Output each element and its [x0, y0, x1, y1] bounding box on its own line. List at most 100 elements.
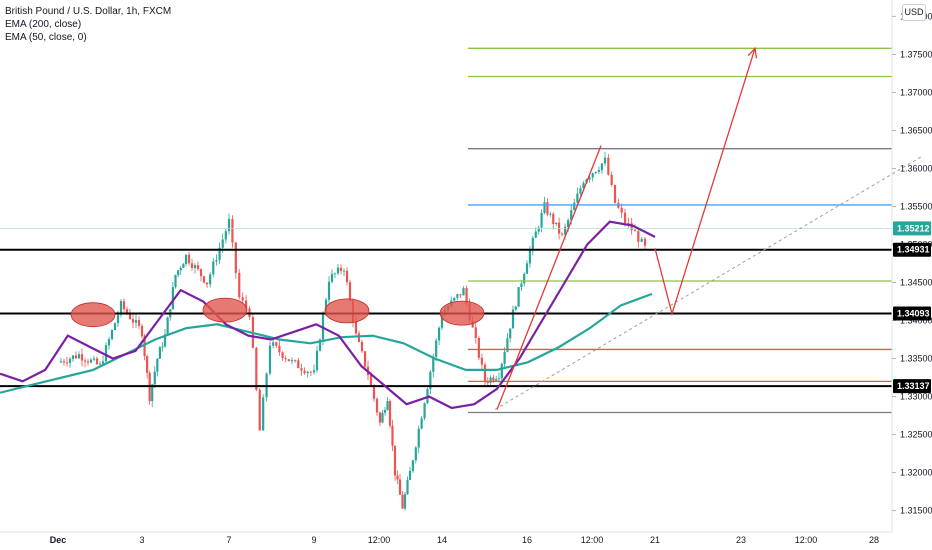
price-tick-label: 1.37000	[900, 87, 932, 97]
candle-body	[134, 320, 138, 323]
price-tick-label: 1.31500	[900, 506, 932, 516]
candle-body	[411, 460, 415, 471]
candle-body	[576, 193, 579, 203]
candle-body	[403, 494, 407, 509]
candle-body	[630, 223, 633, 231]
candle-body	[278, 345, 281, 353]
candle-body	[187, 254, 191, 264]
price-badge	[893, 242, 931, 257]
candle-body	[166, 317, 169, 335]
highlight-zone	[202, 297, 248, 323]
candle-body	[637, 231, 640, 242]
price-tick-label: 1.34000	[900, 316, 932, 326]
indicator-ema50[interactable]: EMA (50, close, 0)	[5, 32, 87, 43]
candle-body	[303, 370, 306, 374]
candle-body	[525, 263, 529, 274]
candle-body	[354, 321, 358, 334]
candle-body	[388, 401, 392, 426]
candle-body	[116, 314, 120, 324]
candle-body	[613, 184, 617, 203]
candle-body	[104, 345, 108, 362]
candle-body	[156, 358, 159, 372]
candle-body	[287, 359, 290, 362]
candle-body	[107, 339, 111, 346]
candle-body	[500, 363, 503, 379]
candle-body	[594, 171, 597, 174]
candle-body	[514, 306, 517, 310]
price-axis[interactable]: 1.380001.375001.370001.365001.360001.355…	[891, 0, 932, 532]
candle-body	[357, 333, 361, 342]
candle-body	[620, 207, 623, 213]
ema200-line	[0, 292, 653, 394]
candle-body	[161, 346, 164, 348]
candle-body	[408, 470, 412, 480]
candle-body	[360, 341, 364, 352]
highlight-zone	[324, 298, 370, 324]
currency-button[interactable]: USD	[902, 4, 926, 21]
candle-body	[202, 276, 206, 283]
candle-body	[383, 409, 387, 413]
candle-body	[244, 300, 248, 309]
candle-body	[386, 401, 389, 410]
candle-body	[563, 226, 567, 235]
price-tick-label: 1.32500	[900, 430, 932, 440]
candle-body	[71, 355, 75, 359]
price-badge-label: 1.35212	[897, 223, 930, 233]
candle-body	[432, 356, 435, 372]
candle-body	[570, 210, 573, 221]
candle-body	[591, 173, 594, 178]
price-badge-label: 1.34093	[897, 308, 930, 318]
candle-body	[633, 230, 637, 232]
indicator-ema200[interactable]: EMA (200, close)	[5, 19, 82, 30]
price-badge	[893, 221, 931, 236]
price-badge-label: 1.34931	[897, 245, 930, 255]
candle-body	[459, 294, 462, 296]
candle-body	[196, 265, 200, 270]
candle-body	[153, 371, 156, 385]
candle-body	[86, 361, 90, 363]
candle-body	[492, 377, 495, 381]
candle-body	[318, 339, 322, 351]
candle-body	[174, 274, 177, 288]
projection-arrow	[654, 48, 756, 317]
candle-body	[294, 360, 297, 361]
candle-body	[315, 350, 319, 371]
candle-body	[511, 309, 515, 329]
candle-body	[209, 274, 212, 285]
candle-body	[573, 202, 576, 211]
candle-body	[456, 294, 459, 298]
candle-body	[417, 428, 420, 448]
candle-body	[560, 233, 564, 235]
candle-body	[480, 357, 484, 365]
candle-body	[83, 360, 87, 362]
price-tick-label: 1.35500	[900, 201, 932, 211]
candle-body	[272, 342, 275, 346]
candle-body	[339, 267, 343, 272]
horizontal-levels	[0, 47, 892, 414]
candle-body	[74, 355, 78, 359]
time-tick-label: 12:00	[581, 535, 604, 545]
candle-body	[275, 342, 278, 346]
candle-body	[462, 288, 465, 296]
drawings	[494, 46, 923, 410]
time-axis[interactable]: Dec 3 7 9 12:00 14 16 12:00 21 23 12:00 28	[0, 531, 892, 545]
candle-body	[297, 360, 300, 369]
candle-body	[398, 479, 402, 495]
price-badge	[893, 379, 931, 394]
candle-body	[137, 320, 141, 326]
candle-body	[414, 447, 417, 461]
candle-body	[534, 231, 537, 238]
candle-body	[234, 242, 237, 273]
price-tick-label: 1.32000	[900, 468, 932, 478]
candle-body	[396, 475, 399, 480]
candle-body	[163, 334, 167, 347]
candle-body	[258, 389, 261, 431]
candle-body	[284, 357, 287, 360]
highlight-zone	[70, 302, 116, 328]
candle-body	[643, 238, 647, 246]
candle-body	[212, 261, 215, 275]
candle-body	[600, 163, 604, 170]
candle-body	[113, 323, 117, 330]
candle-body	[509, 328, 512, 339]
